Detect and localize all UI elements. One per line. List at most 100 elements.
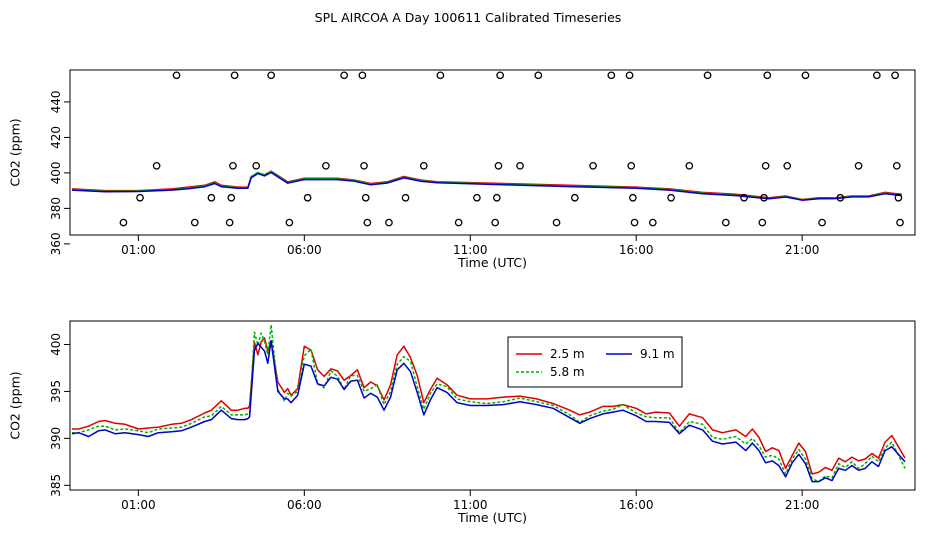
- calibration-point: [685, 161, 694, 170]
- calibration-point: [629, 193, 637, 202]
- calibration-point: [630, 218, 639, 227]
- calibration-point: [225, 218, 234, 227]
- series-line-9-1-m: [71, 339, 906, 483]
- calibration-point: [119, 218, 128, 227]
- x-tick-label: 21:00: [785, 243, 820, 257]
- calibration-point: [589, 161, 597, 170]
- bottom-panel-timeseries: 01:00 06:00 11:00 16:00 21:00 Time (UTC) 385 39…: [8, 320, 916, 525]
- calibration-point: [761, 161, 770, 170]
- calibration-point: [340, 71, 348, 80]
- calibration-point: [801, 71, 810, 80]
- calibration-point: [783, 161, 792, 170]
- calibration-point: [891, 71, 899, 80]
- plot-frame: [69, 69, 916, 236]
- calibration-point: [892, 161, 901, 170]
- calibration-point: [267, 71, 275, 80]
- y-tick-label: 395: [49, 380, 63, 403]
- calibration-point: [703, 71, 712, 80]
- y-tick-label: 400: [49, 161, 63, 184]
- calibration-point: [401, 193, 410, 202]
- legend-label: 5.8 m: [550, 365, 585, 379]
- legend: 2.5 m 9.1 m 5.8 m: [507, 336, 683, 388]
- calibration-point: [607, 71, 616, 80]
- calibration-point: [818, 218, 826, 227]
- x-tick-label: 01:00: [121, 243, 156, 257]
- legend-label: 9.1 m: [640, 347, 675, 361]
- calibration-point: [358, 71, 367, 80]
- x-tick-label: 06:00: [287, 498, 322, 512]
- calibration-point: [361, 193, 370, 202]
- y-tick-label: 400: [49, 333, 63, 356]
- calibration-point: [492, 193, 501, 202]
- calibration-point: [436, 71, 445, 80]
- x-tick-label: 16:00: [619, 498, 654, 512]
- calibration-point: [322, 161, 330, 170]
- x-axis-label: Time (UTC): [457, 510, 527, 525]
- figure-title: SPL AIRCOA A Day 100611 Calibrated Times…: [315, 10, 622, 25]
- series-line-2-5-m: [72, 337, 906, 475]
- calibration-point: [454, 218, 463, 227]
- calibration-point: [360, 161, 368, 170]
- plot-area: [71, 324, 906, 483]
- calibration-point: [625, 71, 634, 80]
- calibration-point: [836, 193, 845, 202]
- calibration-point: [534, 71, 543, 80]
- calibration-point: [570, 193, 579, 202]
- y-tick-label: 380: [49, 197, 63, 220]
- x-axis-label: Time (UTC): [457, 255, 527, 270]
- calibration-point: [229, 161, 237, 170]
- calibration-point: [896, 218, 904, 227]
- calibration-point: [648, 218, 657, 227]
- y-tick-label: 420: [49, 126, 63, 149]
- calibration-point: [230, 71, 239, 80]
- y-axis-label: CO2 (ppm): [8, 371, 23, 439]
- plot-frame: [69, 320, 916, 491]
- x-tick-label: 06:00: [287, 243, 322, 257]
- calibration-point: [740, 193, 748, 202]
- y-tick-label: 360: [49, 232, 63, 255]
- y-tick-label: 440: [49, 90, 63, 113]
- calibration-point: [419, 161, 428, 170]
- calibration-point: [872, 71, 881, 80]
- x-tick-label: 01:00: [121, 498, 156, 512]
- calibration-point: [721, 218, 730, 227]
- calibration-point: [627, 161, 636, 170]
- y-axis-label: CO2 (ppm): [8, 118, 23, 186]
- series-line-2: [71, 171, 902, 201]
- x-tick-label: 21:00: [785, 498, 820, 512]
- calibration-point: [516, 161, 524, 170]
- calibration-point: [136, 193, 144, 202]
- calibration-point: [285, 218, 294, 227]
- top-panel-calibration-points: 01:00 06:00 11:00 16:00 21:00 Time (UTC) 360 38…: [8, 69, 916, 270]
- calibration-point: [894, 193, 903, 202]
- y-tick-label: 390: [49, 427, 63, 450]
- series-line-5-8-m: [72, 324, 906, 483]
- calibration-point: [252, 161, 261, 170]
- y-tick-label: 385: [49, 474, 63, 497]
- calibration-point: [207, 193, 216, 202]
- calibration-point: [303, 193, 312, 202]
- calibration-point: [760, 193, 768, 202]
- plot-area: [71, 170, 902, 201]
- calibration-point: [190, 218, 199, 227]
- legend-label: 2.5 m: [550, 347, 585, 361]
- x-tick-label: 11:00: [453, 498, 488, 512]
- calibration-point: [227, 193, 236, 202]
- calibration-point: [758, 218, 767, 227]
- calibration-point: [152, 161, 161, 170]
- calibration-point: [854, 161, 863, 170]
- calibration-point: [363, 218, 372, 227]
- calibration-point: [552, 218, 561, 227]
- calibration-point: [172, 71, 181, 80]
- calibration-point: [385, 218, 393, 227]
- calibration-point: [763, 71, 772, 80]
- calibration-point: [491, 218, 500, 227]
- legend-box: [507, 336, 683, 388]
- calibration-point: [473, 193, 481, 202]
- calibration-point: [496, 71, 504, 80]
- x-tick-label: 16:00: [619, 243, 654, 257]
- calibration-point: [667, 193, 675, 202]
- calibration-point: [494, 161, 503, 170]
- x-tick-label: 11:00: [453, 243, 488, 257]
